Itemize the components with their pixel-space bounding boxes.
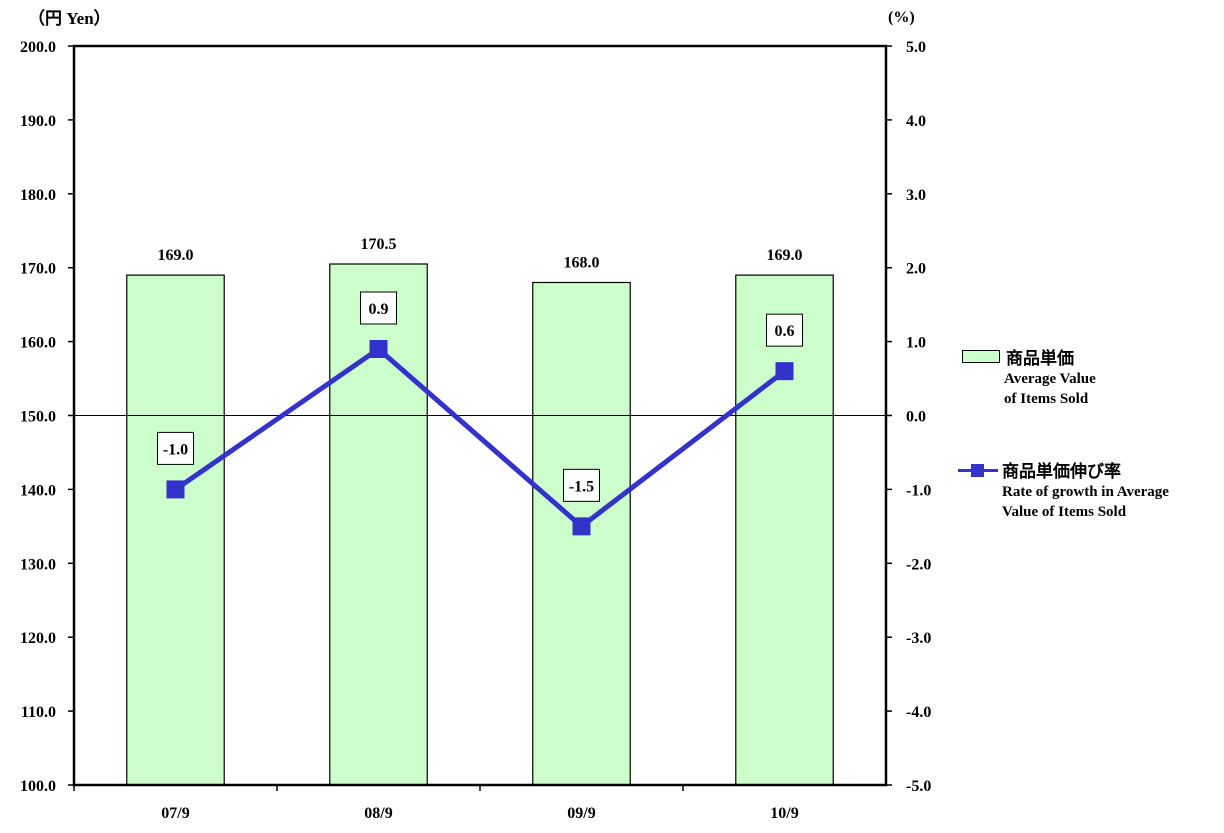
growth-value-label-10/9: 0.6: [775, 323, 795, 340]
bar-10/9: [736, 275, 833, 785]
right-tick-label: 2.0: [906, 261, 926, 278]
left-tick-label: 180.0: [20, 187, 56, 204]
left-tick-label: 100.0: [20, 778, 56, 795]
left-tick-label: 160.0: [20, 335, 56, 352]
legend-line-entry: 商品単価伸び率 Rate of growth in Average Value …: [958, 457, 1169, 522]
right-tick-label: 5.0: [906, 39, 926, 56]
legend-bar-label-en-1: Average Value: [1004, 369, 1096, 389]
legend-bar-label-jp: 商品単価: [1006, 344, 1074, 369]
bar-value-label-07/9: 169.0: [158, 247, 194, 264]
bar-value-label-08/9: 170.5: [361, 236, 397, 253]
left-tick-label: 190.0: [20, 113, 56, 130]
left-tick-label: 170.0: [20, 261, 56, 278]
growth-value-label-08/9: 0.9: [369, 301, 389, 318]
growth-line-group: [167, 340, 794, 535]
data-label-group: 169.0 170.5 168.0 169.0 -1.0 0.9 -1.5 0.6: [158, 236, 803, 501]
right-tick-label: -1.0: [906, 482, 931, 499]
growth-marker-10/9: [776, 362, 794, 380]
growth-marker-09/9: [573, 517, 591, 535]
right-tick-label: 1.0: [906, 335, 926, 352]
right-tick-label: -4.0: [906, 704, 931, 721]
bar-value-label-09/9: 168.0: [564, 254, 600, 271]
growth-line: [176, 349, 785, 526]
right-tick-label: 0.0: [906, 409, 926, 426]
x-tick-label-08/9: 08/9: [364, 805, 392, 822]
growth-value-label-07/9: -1.0: [163, 441, 188, 458]
right-tick-label: 3.0: [906, 187, 926, 204]
left-tick-label: 150.0: [20, 409, 56, 426]
right-tick-label: -2.0: [906, 556, 931, 573]
left-tick-label: 130.0: [20, 556, 56, 573]
legend-bar-swatch: [962, 350, 1000, 363]
bar-group: [127, 264, 833, 785]
legend-bar-label-en-2: of Items Sold: [1004, 389, 1096, 409]
legend-line-label-en-1: Rate of growth in Average: [1002, 482, 1169, 502]
legend-bar-entry: 商品単価 Average Value of Items Sold: [960, 344, 1096, 409]
x-tick-label-10/9: 10/9: [770, 805, 798, 822]
growth-value-label-09/9: -1.5: [569, 478, 594, 495]
left-tick-label: 120.0: [20, 630, 56, 647]
right-tick-label: -5.0: [906, 778, 931, 795]
right-tick-label: -3.0: [906, 630, 931, 647]
x-tick-label-09/9: 09/9: [567, 805, 595, 822]
right-tick-label: 4.0: [906, 113, 926, 130]
right-axis-unit: (%): [888, 9, 915, 26]
x-tick-label-07/9: 07/9: [161, 805, 189, 822]
legend-line-swatch: [958, 463, 998, 477]
growth-marker-07/9: [167, 480, 185, 498]
left-tick-label: 200.0: [20, 39, 56, 56]
bar-value-label-10/9: 169.0: [767, 247, 803, 264]
growth-marker-08/9: [370, 340, 388, 358]
legend-line-label-en-2: Value of Items Sold: [1002, 502, 1169, 522]
left-axis-unit: （円 Yen）: [28, 8, 111, 28]
legend-line-label-jp: 商品単価伸び率: [1002, 457, 1121, 482]
bar-07/9: [127, 275, 224, 785]
left-tick-label: 140.0: [20, 482, 56, 499]
left-tick-label: 110.0: [21, 704, 56, 721]
